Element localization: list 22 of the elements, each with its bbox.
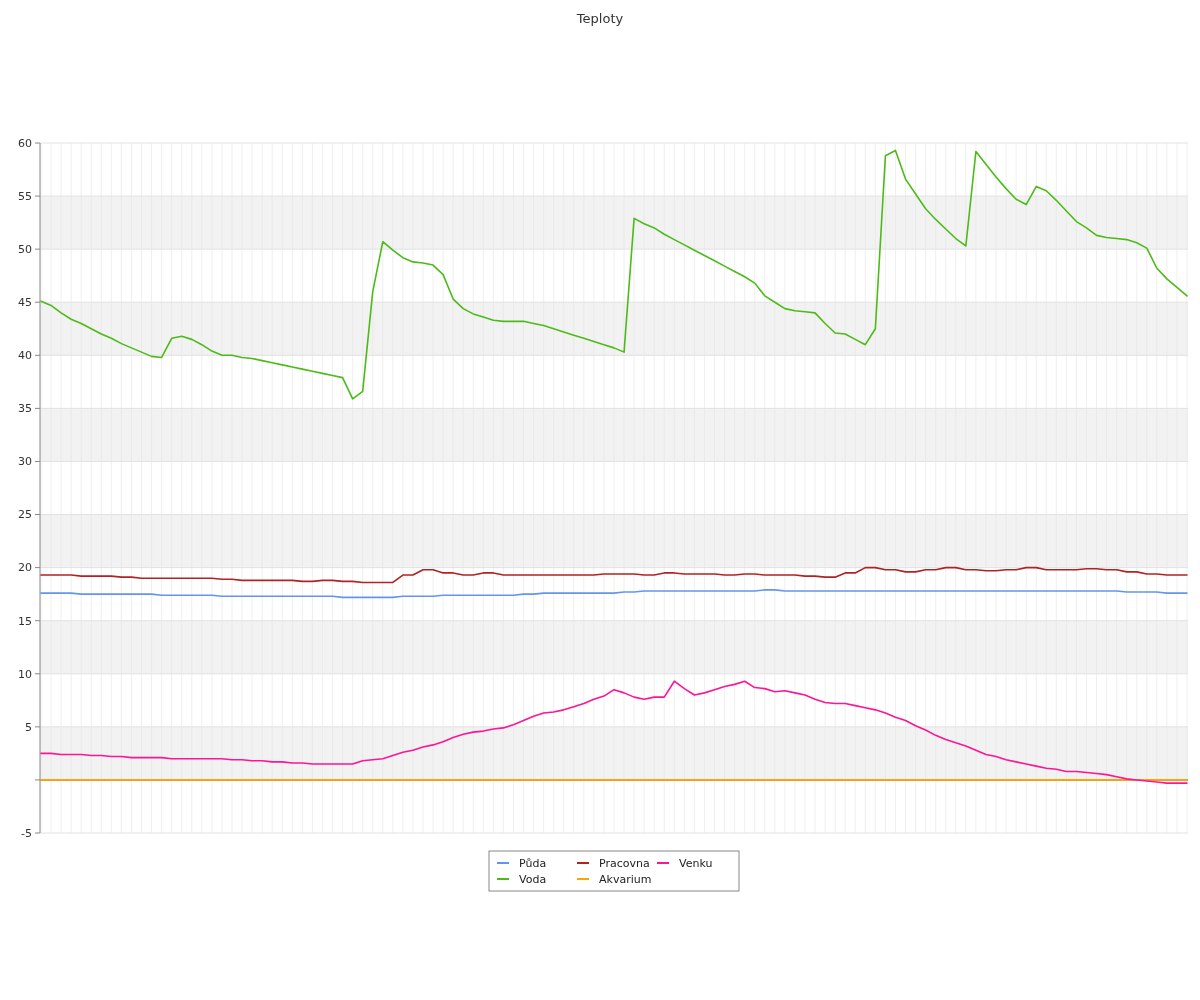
- legend-label: Pracovna: [599, 856, 650, 870]
- y-tick-label: 20: [18, 561, 32, 575]
- legend-label: Voda: [519, 872, 547, 886]
- y-tick-label: 40: [18, 349, 32, 363]
- y-tick-label: 5: [25, 720, 32, 734]
- y-tick-label: 60: [18, 136, 32, 150]
- y-tick-label: 30: [18, 455, 32, 469]
- line-series: [40, 149, 1188, 400]
- y-tick-label: 25: [18, 508, 32, 522]
- line-series: [40, 589, 1188, 599]
- y-tick-label: 10: [18, 667, 32, 681]
- y-tick-label: 55: [18, 189, 32, 203]
- chart-title: Teploty: [575, 11, 624, 26]
- y-tick-label: 50: [18, 243, 32, 256]
- line-series: [40, 566, 1188, 584]
- y-tick-label: 35: [18, 402, 32, 416]
- y-tick-label: -5: [21, 826, 32, 840]
- legend-label: Akvarium: [599, 872, 652, 886]
- y-tick-label: 45: [18, 296, 32, 310]
- y-tick-label: 15: [18, 614, 32, 628]
- legend-label: Půda: [519, 856, 547, 870]
- legend-label: Venku: [679, 856, 713, 870]
